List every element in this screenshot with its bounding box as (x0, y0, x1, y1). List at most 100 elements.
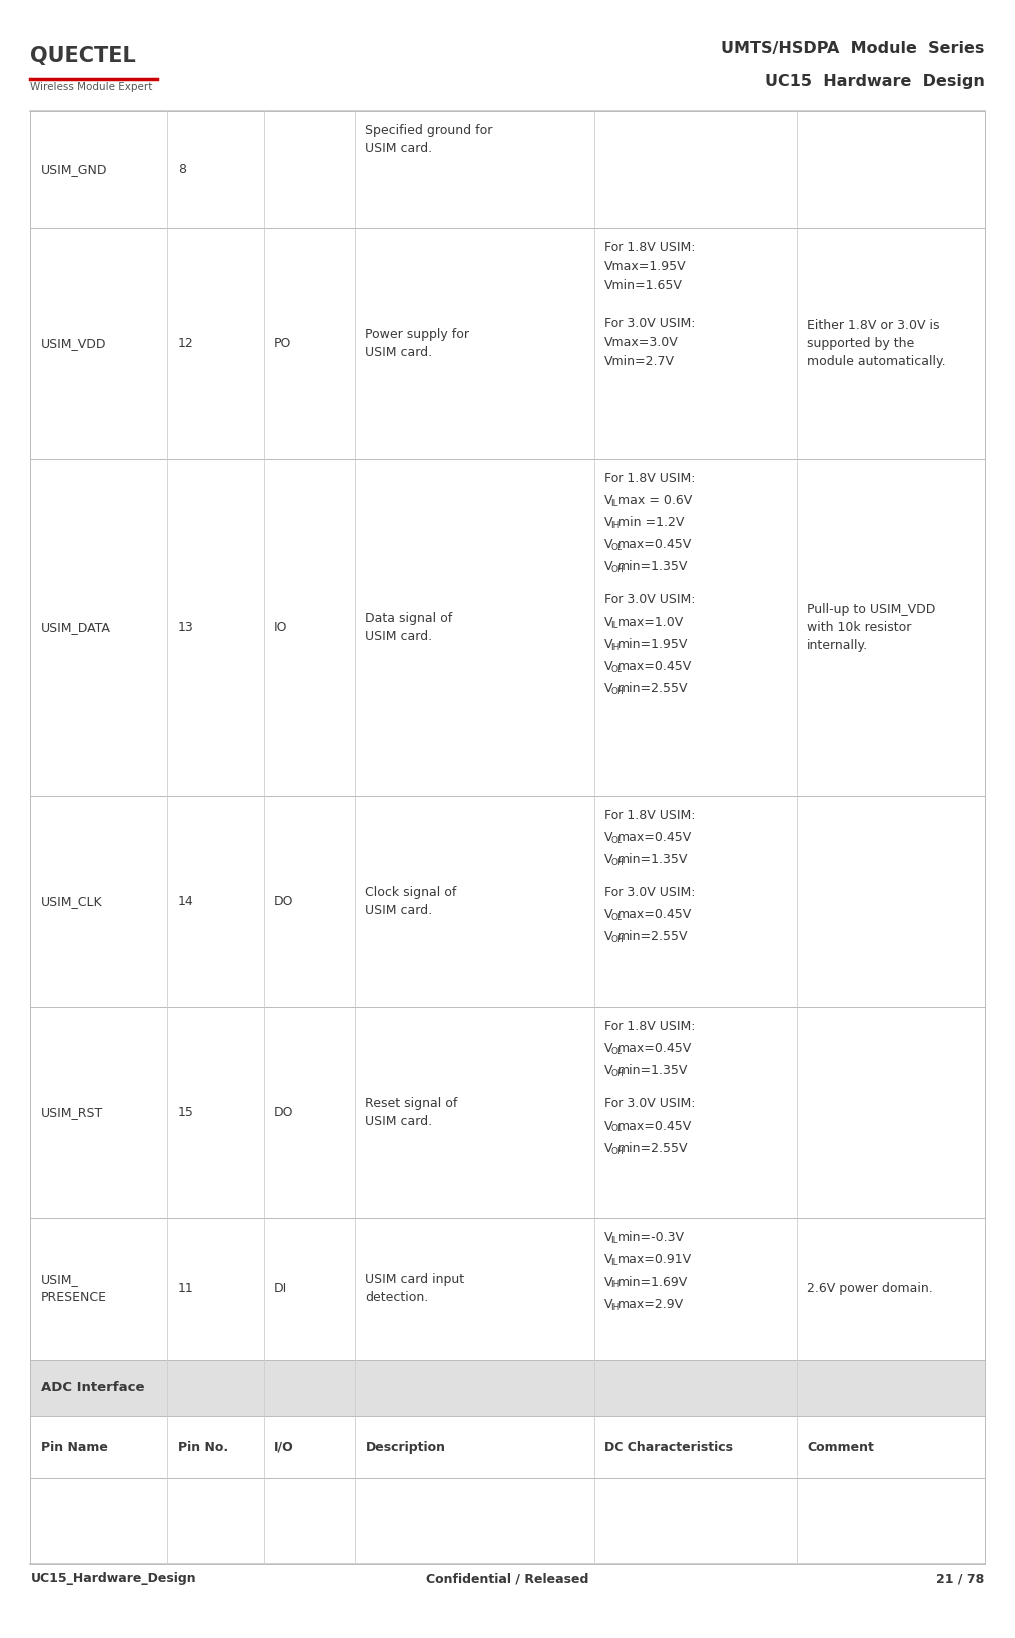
Text: max=0.45V: max=0.45V (618, 830, 692, 844)
Text: Pin Name: Pin Name (41, 1441, 108, 1455)
Text: IO: IO (274, 621, 287, 634)
Text: min=1.35V: min=1.35V (618, 853, 688, 867)
Text: Confidential / Released: Confidential / Released (426, 1572, 589, 1586)
Text: max=2.9V: max=2.9V (618, 1297, 684, 1310)
Text: 8: 8 (178, 164, 186, 175)
Text: USIM_DATA: USIM_DATA (41, 621, 111, 634)
Text: DC Characteristics: DC Characteristics (604, 1441, 733, 1455)
Text: 12: 12 (178, 337, 194, 349)
Text: OH: OH (610, 686, 624, 696)
Text: Pull-up to USIM_VDD
with 10k resistor
internally.: Pull-up to USIM_VDD with 10k resistor in… (807, 603, 935, 652)
Text: min=2.55V: min=2.55V (618, 1142, 688, 1155)
Bar (30, 1360, 985, 1417)
Text: For 3.0V USIM:: For 3.0V USIM: (604, 886, 695, 899)
Text: min=-0.3V: min=-0.3V (618, 1232, 685, 1245)
Text: IH: IH (610, 521, 619, 531)
Text: DI: DI (274, 1283, 287, 1296)
Text: Data signal of
USIM card.: Data signal of USIM card. (365, 611, 453, 642)
Text: IL: IL (610, 1237, 618, 1245)
Text: Specified ground for
USIM card.: Specified ground for USIM card. (365, 124, 492, 156)
Text: USIM_
PRESENCE: USIM_ PRESENCE (41, 1273, 107, 1304)
Text: max = 0.6V: max = 0.6V (618, 495, 692, 508)
Text: IH: IH (610, 1302, 619, 1312)
Text: I/O: I/O (274, 1441, 293, 1455)
Text: QUECTEL: QUECTEL (30, 46, 136, 66)
Text: V: V (604, 1119, 612, 1132)
Text: OH: OH (610, 565, 624, 575)
Text: UC15_Hardware_Design: UC15_Hardware_Design (30, 1572, 196, 1586)
Text: V: V (604, 1253, 612, 1266)
Text: V: V (604, 516, 612, 529)
Text: min=2.55V: min=2.55V (618, 681, 688, 695)
Text: V: V (604, 853, 612, 867)
Text: 13: 13 (178, 621, 194, 634)
Text: DO: DO (274, 1106, 293, 1119)
Text: 14: 14 (178, 894, 194, 907)
Text: V: V (604, 1297, 612, 1310)
Text: OL: OL (610, 912, 622, 922)
Text: Reset signal of
USIM card.: Reset signal of USIM card. (365, 1097, 458, 1129)
Text: max=0.91V: max=0.91V (618, 1253, 692, 1266)
Text: V: V (604, 495, 612, 508)
Text: For 1.8V USIM:: For 1.8V USIM: (604, 809, 695, 822)
Text: V: V (604, 616, 612, 629)
Text: IL: IL (610, 500, 618, 508)
Text: OL: OL (610, 1047, 622, 1057)
Text: Wireless Module Expert: Wireless Module Expert (30, 82, 153, 92)
Text: OH: OH (610, 935, 624, 943)
Text: 21 / 78: 21 / 78 (936, 1572, 985, 1586)
Text: min=1.95V: min=1.95V (618, 637, 688, 650)
Text: min=2.55V: min=2.55V (618, 930, 688, 943)
Text: Pin No.: Pin No. (178, 1441, 227, 1455)
Text: max=0.45V: max=0.45V (618, 907, 692, 921)
Text: ADC Interface: ADC Interface (41, 1381, 144, 1394)
Text: V: V (604, 1065, 612, 1078)
Text: V: V (604, 681, 612, 695)
Text: V: V (604, 930, 612, 943)
Text: min=1.35V: min=1.35V (618, 560, 688, 573)
Text: IH: IH (610, 642, 619, 652)
Text: Comment: Comment (807, 1441, 874, 1455)
Text: PO: PO (274, 337, 291, 349)
Text: V: V (604, 637, 612, 650)
Text: Clock signal of
USIM card.: Clock signal of USIM card. (365, 886, 457, 917)
Text: V: V (604, 660, 612, 673)
Text: USIM_RST: USIM_RST (41, 1106, 103, 1119)
Text: IH: IH (610, 1281, 619, 1289)
Text: max=1.0V: max=1.0V (618, 616, 684, 629)
Text: OH: OH (610, 858, 624, 867)
Text: min=1.35V: min=1.35V (618, 1065, 688, 1078)
Text: For 1.8V USIM:
Vmax=1.95V
Vmin=1.65V

For 3.0V USIM:
Vmax=3.0V
Vmin=2.7V: For 1.8V USIM: Vmax=1.95V Vmin=1.65V For… (604, 241, 695, 367)
Text: USIM_VDD: USIM_VDD (41, 337, 107, 349)
Text: V: V (604, 1232, 612, 1245)
Text: max=0.45V: max=0.45V (618, 1119, 692, 1132)
Text: V: V (604, 539, 612, 552)
Text: UC15  Hardware  Design: UC15 Hardware Design (764, 74, 985, 88)
Text: USIM_GND: USIM_GND (41, 164, 108, 175)
Text: For 3.0V USIM:: For 3.0V USIM: (604, 593, 695, 606)
Text: V: V (604, 560, 612, 573)
Text: OL: OL (610, 544, 622, 552)
Text: max=0.45V: max=0.45V (618, 660, 692, 673)
Text: min=1.69V: min=1.69V (618, 1276, 688, 1289)
Text: USIM card input
detection.: USIM card input detection. (365, 1273, 465, 1304)
Text: For 3.0V USIM:: For 3.0V USIM: (604, 1097, 695, 1111)
Text: DO: DO (274, 894, 293, 907)
Text: For 1.8V USIM:: For 1.8V USIM: (604, 472, 695, 485)
Text: 2.6V power domain.: 2.6V power domain. (807, 1283, 933, 1296)
Text: OH: OH (610, 1070, 624, 1078)
Text: V: V (604, 1142, 612, 1155)
Text: V: V (604, 830, 612, 844)
Text: IL: IL (610, 621, 618, 629)
Text: OL: OL (610, 1124, 622, 1133)
Text: For 1.8V USIM:: For 1.8V USIM: (604, 1020, 695, 1034)
Text: 15: 15 (178, 1106, 194, 1119)
Text: Description: Description (365, 1441, 446, 1455)
Text: max=0.45V: max=0.45V (618, 1042, 692, 1055)
Text: OL: OL (610, 835, 622, 845)
Text: V: V (604, 1042, 612, 1055)
Text: V: V (604, 907, 612, 921)
Text: IL: IL (610, 1258, 618, 1268)
Text: 11: 11 (178, 1283, 194, 1296)
Text: V: V (604, 1276, 612, 1289)
